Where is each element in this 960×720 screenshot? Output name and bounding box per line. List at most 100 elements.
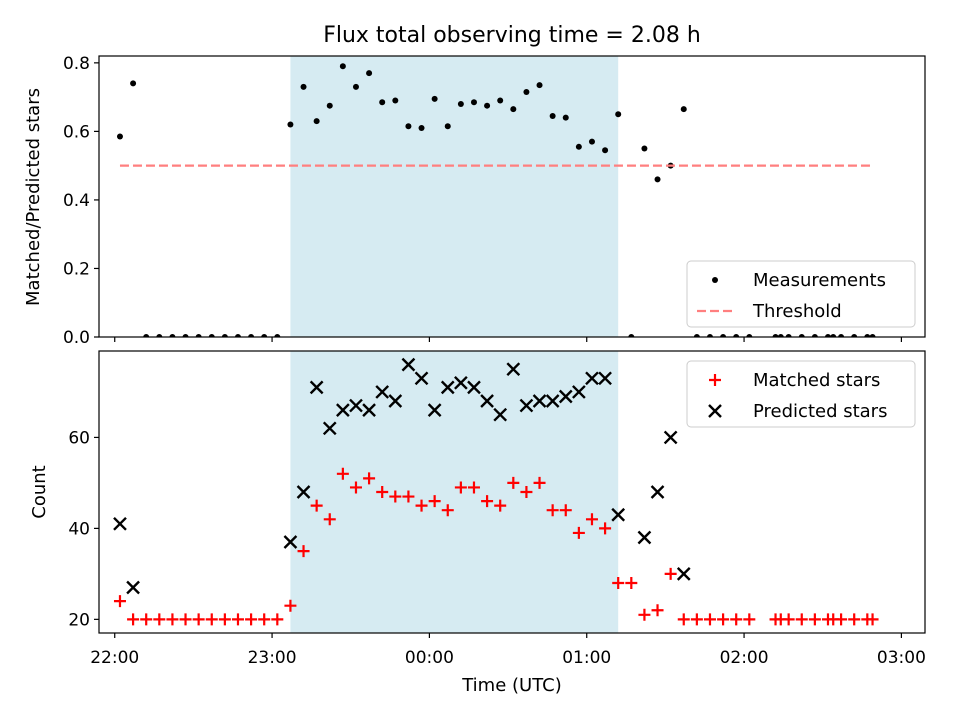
predicted-stars-point xyxy=(362,403,376,417)
measurement-point xyxy=(431,95,438,102)
legend-box xyxy=(686,360,916,428)
measurement-point xyxy=(864,334,871,337)
measurement-point xyxy=(680,106,687,113)
measurement-point xyxy=(326,102,333,109)
predicted-stars-point xyxy=(349,398,363,413)
ratio-panel: 0.0 0.2 0.4 0.6 0.8 Measurements Threshold xyxy=(63,54,926,348)
matched-stars-point xyxy=(520,486,533,498)
predicted-stars-point xyxy=(519,398,534,413)
measurement-point xyxy=(869,334,876,337)
matched-stars-point xyxy=(808,613,821,626)
predicted-stars-point xyxy=(545,394,560,408)
predicted-stars-point xyxy=(650,485,665,499)
matched-stars-point xyxy=(153,613,166,626)
matched-stars-point xyxy=(428,495,441,508)
measurement-point xyxy=(562,114,569,121)
legend-measurement-swatch xyxy=(712,277,718,283)
x-axis-label: Time (UTC) xyxy=(461,675,562,696)
matched-stars-point xyxy=(664,567,677,580)
matched-stars-point xyxy=(166,613,179,626)
chart-title: Flux total observing time = 2.08 h xyxy=(323,23,701,48)
measurement-point xyxy=(693,334,700,337)
measurement-point xyxy=(484,102,491,109)
measurement-point xyxy=(641,145,648,152)
measurement-point xyxy=(313,118,320,125)
measurement-point xyxy=(143,334,150,337)
legend: Measurements Threshold xyxy=(686,260,916,328)
measurement-point xyxy=(720,334,727,337)
measurement-point xyxy=(811,334,818,337)
measurement-point xyxy=(457,100,464,107)
matched-stars-point xyxy=(795,613,808,626)
matched-stars-point xyxy=(546,504,559,517)
y-tick-label: 0.6 xyxy=(63,122,90,142)
measurement-point xyxy=(248,334,255,337)
measurement-point xyxy=(156,334,163,337)
measurement-point xyxy=(824,334,831,337)
predicted-stars-point xyxy=(388,394,403,408)
predicted-stars-point xyxy=(309,380,324,395)
predicted-stars-point xyxy=(585,371,599,386)
x-tick-label: 22:00 xyxy=(90,648,139,668)
y-tick-label: 0.4 xyxy=(63,191,90,211)
matched-stars-point xyxy=(402,490,415,503)
measurement-point xyxy=(208,334,215,337)
measurement-point xyxy=(523,88,530,95)
measurement-point xyxy=(274,334,281,337)
bottom-y-axis-label: Count xyxy=(29,465,50,518)
plot-area xyxy=(116,63,876,337)
matched-stars-point xyxy=(218,613,231,626)
measurement-point xyxy=(379,99,386,106)
measurement-point xyxy=(575,143,582,150)
measurement-point xyxy=(549,112,556,119)
predicted-stars-point xyxy=(414,371,429,386)
matched-stars-point xyxy=(481,495,494,508)
legend-label: Matched stars xyxy=(753,370,880,391)
axes-frame xyxy=(98,350,926,634)
matched-stars-point xyxy=(376,486,389,498)
measurement-point xyxy=(706,334,713,337)
matched-stars-point xyxy=(677,613,690,626)
legend-predicted-swatch xyxy=(708,404,722,418)
predicted-stars-point xyxy=(506,362,521,377)
predicted-stars-point xyxy=(663,430,678,445)
measurement-point xyxy=(602,147,609,154)
measurement-point xyxy=(444,123,451,130)
matched-stars-point xyxy=(245,613,258,626)
measurement-point xyxy=(169,334,176,337)
matched-stars-point xyxy=(113,595,126,608)
measurement-point xyxy=(746,334,753,337)
measurement-point xyxy=(405,123,412,130)
predicted-stars-point xyxy=(113,516,127,531)
legend-box xyxy=(686,260,916,328)
matched-stars-point xyxy=(848,613,861,626)
count-panel: 20 40 60 22:00 23:00 00:00 01:00 02:00 03:00 Matc… xyxy=(68,350,926,668)
predicted-stars-point xyxy=(454,375,468,390)
measurement-point xyxy=(615,111,622,118)
measurement-point xyxy=(777,334,784,337)
measurement-point xyxy=(234,334,241,337)
predicted-stars-point xyxy=(480,394,494,408)
measurement-point xyxy=(654,176,661,183)
matched-stars-point xyxy=(599,522,612,535)
matched-stars-point xyxy=(231,613,244,626)
measurement-point xyxy=(536,82,543,89)
y-tick-label: 0.8 xyxy=(63,54,90,74)
matched-stars-point xyxy=(363,472,376,485)
matched-stars-point xyxy=(258,613,271,626)
matched-stars-point xyxy=(690,613,703,626)
matched-stars-point xyxy=(625,576,638,589)
measurement-point xyxy=(182,334,189,337)
y-tick-label: 60 xyxy=(68,428,90,448)
matched-stars-point xyxy=(323,513,336,526)
predicted-stars-point xyxy=(375,385,390,399)
legend-matched-swatch xyxy=(709,374,721,386)
measurement-point xyxy=(588,138,595,145)
matched-stars-point xyxy=(612,576,625,589)
matched-stars-point xyxy=(835,613,848,626)
x-tick-label: 00:00 xyxy=(405,648,454,668)
measurement-point xyxy=(733,334,740,337)
measurement-point xyxy=(418,124,425,131)
matched-stars-point xyxy=(349,481,362,494)
